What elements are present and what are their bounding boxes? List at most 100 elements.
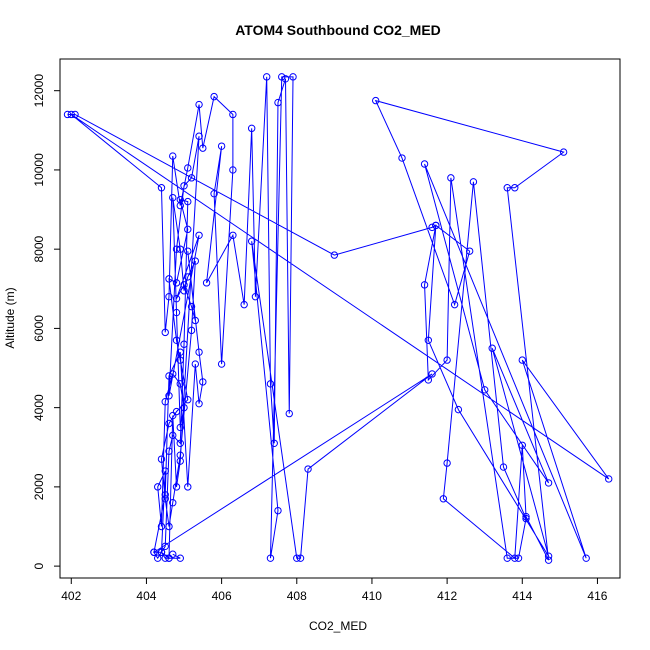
data-point: [522, 512, 530, 521]
data-point: [289, 73, 297, 81]
data-point: [454, 405, 463, 414]
data-point: [165, 293, 173, 301]
data-point: [281, 75, 290, 83]
data-point: [443, 356, 451, 364]
data-point: [266, 554, 275, 562]
chart-title: ATOM4 Southbound CO2_MED: [235, 22, 441, 38]
data-point: [518, 441, 526, 449]
y-tick-label: 8000: [32, 235, 46, 262]
data-point: [161, 397, 169, 406]
data-point: [420, 281, 429, 289]
data-point: [169, 193, 177, 202]
data-point: [191, 257, 200, 265]
plot-frame: [59, 58, 621, 579]
data-point: [240, 300, 248, 309]
data-point: [67, 110, 75, 119]
data-point: [176, 439, 184, 447]
data-point: [180, 340, 188, 348]
data-point: [199, 378, 207, 386]
data-point: [176, 195, 184, 204]
data-point: [503, 554, 511, 562]
data-point: [499, 463, 508, 471]
data-point: [270, 439, 278, 447]
data-point: [180, 287, 188, 295]
data-point: [195, 100, 203, 109]
data-point: [172, 294, 181, 303]
data-point: [150, 548, 158, 556]
data-point: [165, 522, 173, 531]
y-tick-label: 12000: [32, 74, 46, 108]
data-point: [165, 275, 173, 283]
data-point: [605, 475, 613, 483]
data-point: [169, 370, 177, 378]
data-series: [63, 73, 613, 564]
y-tick-label: 4000: [32, 394, 46, 421]
data-point: [176, 423, 184, 432]
data-point: [176, 348, 184, 356]
x-axis: 402 404 406 408 410 412 414 416: [61, 577, 608, 603]
x-tick-label: 404: [136, 589, 156, 603]
data-point: [330, 251, 339, 259]
data-point: [161, 467, 169, 475]
data-point: [469, 178, 478, 186]
x-tick-label: 408: [287, 589, 307, 603]
data-point: [157, 455, 166, 463]
y-tick-label: 6000: [32, 315, 46, 342]
data-point: [398, 154, 406, 162]
data-point: [195, 348, 203, 356]
data-point: [184, 247, 192, 255]
data-point: [544, 556, 553, 564]
data-point: [172, 245, 181, 253]
data-point: [439, 495, 448, 503]
data-point: [184, 225, 192, 234]
data-point: [161, 495, 169, 503]
data-point: [161, 328, 169, 337]
data-point: [424, 336, 433, 344]
data-point: [195, 399, 203, 408]
data-point: [169, 499, 177, 507]
data-point: [172, 279, 181, 287]
data-point: [71, 110, 79, 119]
data-point: [199, 144, 207, 152]
data-point: [165, 392, 173, 400]
data-point: [191, 360, 200, 368]
x-tick-label: 406: [212, 589, 232, 603]
data-point: [522, 514, 530, 523]
data-point: [165, 447, 173, 455]
data-point: [278, 73, 286, 81]
data-point: [169, 431, 177, 440]
data-point: [511, 554, 519, 562]
data-point: [247, 124, 256, 133]
data-point: [169, 152, 177, 160]
data-point: [251, 293, 260, 301]
x-axis-label: CO2_MED: [309, 619, 367, 633]
data-point: [217, 360, 226, 368]
data-point: [514, 554, 523, 562]
data-point: [165, 554, 173, 562]
data-point: [263, 73, 271, 81]
data-point: [180, 182, 188, 190]
x-tick-label: 410: [362, 589, 382, 603]
data-point: [187, 174, 196, 182]
data-point: [544, 552, 553, 560]
data-point: [503, 184, 511, 192]
data-point: [176, 356, 184, 364]
data-point: [154, 554, 162, 562]
data-point: [488, 344, 496, 352]
data-point: [372, 96, 380, 105]
data-point: [176, 380, 184, 388]
y-tick-label: 2000: [32, 473, 46, 500]
data-point: [157, 548, 166, 556]
data-point: [161, 542, 169, 551]
data-point: [247, 237, 256, 245]
data-point: [172, 407, 181, 416]
data-point: [165, 419, 173, 428]
data-point: [304, 465, 312, 473]
data-point: [274, 506, 282, 515]
data-point: [229, 231, 237, 240]
x-tick-label: 414: [512, 589, 532, 603]
data-point: [511, 184, 519, 192]
data-point: [191, 316, 200, 325]
data-point: [544, 479, 553, 487]
